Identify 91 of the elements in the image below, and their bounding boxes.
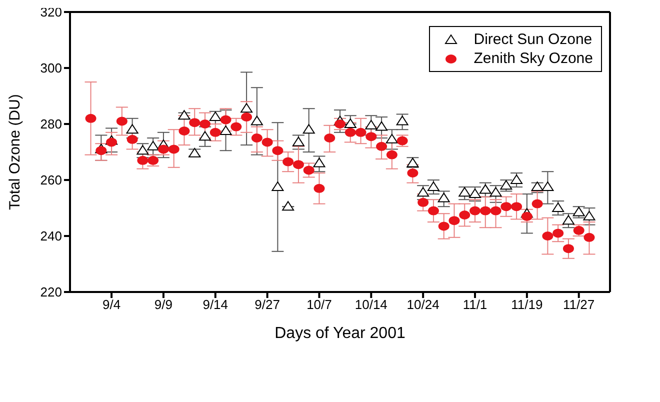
point: [344, 128, 356, 137]
point: [147, 140, 160, 150]
point: [584, 232, 595, 242]
point: [376, 142, 388, 151]
point: [366, 132, 377, 142]
point: [250, 116, 263, 126]
point: [479, 184, 492, 194]
point: [292, 160, 304, 170]
point: [386, 134, 398, 144]
point: [386, 150, 398, 160]
point: [230, 122, 242, 132]
x-tick-label: 10/24: [406, 297, 440, 312]
point: [428, 206, 439, 216]
point: [126, 124, 138, 134]
x-axis-title: Days of Year 2001: [274, 325, 406, 342]
point: [459, 210, 470, 220]
point: [344, 118, 356, 128]
point: [500, 202, 512, 212]
x-tick-label: 9/14: [202, 297, 228, 312]
point: [376, 121, 388, 131]
x-tick-label: 9/4: [102, 297, 121, 312]
point: [542, 232, 554, 240]
point: [562, 244, 574, 254]
y-axis-title: Total Ozone (DU): [6, 94, 24, 210]
point: [314, 184, 325, 193]
point: [220, 126, 232, 135]
y-tick-label: 240: [40, 228, 62, 244]
x-tick-label: 9/27: [254, 297, 280, 312]
point: [531, 182, 544, 191]
point: [396, 116, 408, 126]
point: [251, 134, 262, 142]
y-tick-label: 260: [40, 172, 62, 188]
point: [490, 187, 502, 197]
point: [96, 146, 107, 156]
point: [178, 126, 190, 136]
point: [542, 182, 554, 191]
legend-label: Direct Sun Ozone: [474, 31, 592, 48]
point: [199, 131, 211, 141]
x-tick-label: 11/19: [511, 297, 543, 312]
point: [407, 168, 418, 178]
point: [240, 103, 253, 113]
point: [106, 138, 118, 147]
point: [116, 116, 128, 126]
x-tick-label: 9/9: [154, 297, 172, 312]
point: [552, 228, 564, 238]
point: [262, 138, 273, 147]
point: [313, 158, 326, 168]
point: [470, 206, 480, 216]
point: [303, 166, 314, 175]
point: [438, 222, 450, 231]
point: [272, 182, 284, 191]
x-tick-label: 11/1: [462, 297, 488, 312]
point: [583, 210, 596, 220]
point: [511, 202, 522, 212]
point: [552, 202, 564, 212]
y-tick-label: 280: [40, 116, 62, 132]
point: [85, 114, 96, 123]
y-tick-label: 300: [40, 60, 62, 76]
point: [365, 120, 378, 130]
point: [168, 144, 180, 154]
point: [438, 192, 450, 202]
point: [282, 201, 294, 211]
point: [427, 182, 440, 191]
point: [210, 128, 221, 137]
point: [510, 174, 523, 184]
point: [355, 128, 366, 137]
point: [480, 206, 491, 216]
point: [126, 134, 138, 144]
point: [189, 118, 200, 128]
point: [200, 120, 210, 128]
point: [292, 136, 304, 146]
point: [220, 115, 232, 124]
point: [417, 187, 430, 197]
point: [324, 134, 336, 142]
point: [272, 146, 284, 156]
point: [178, 110, 190, 120]
point: [448, 216, 460, 226]
point: [521, 212, 532, 221]
point: [532, 199, 543, 208]
point: [302, 124, 315, 134]
x-tick-label: 10/7: [306, 297, 332, 312]
point: [490, 206, 502, 216]
point: [136, 145, 149, 155]
x-tick-label: 10/14: [354, 297, 388, 312]
point: [418, 198, 429, 207]
point: [241, 112, 252, 122]
y-tick-label: 220: [40, 284, 62, 300]
point: [282, 157, 294, 166]
legend-label: Zenith Sky Ozone: [474, 50, 593, 67]
x-tick-label: 11/27: [563, 297, 595, 312]
point: [137, 156, 148, 165]
